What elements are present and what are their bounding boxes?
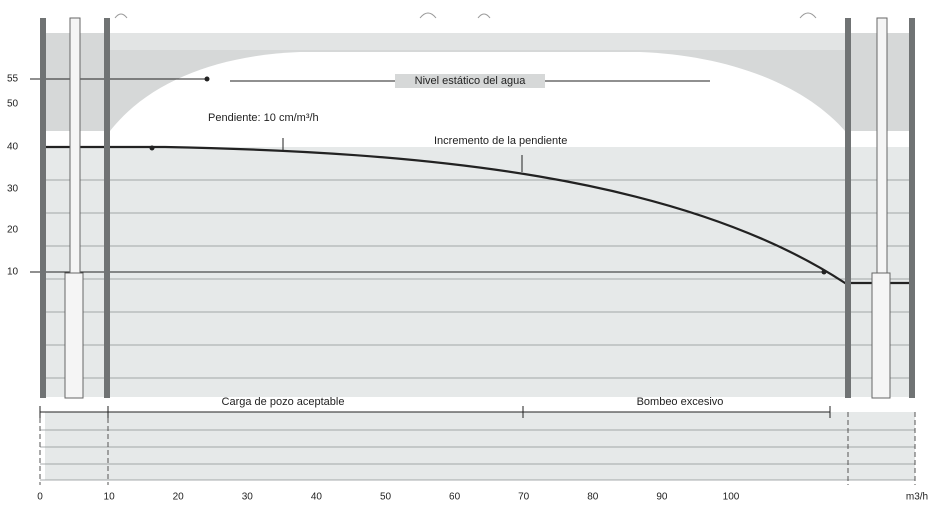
x-label: 100	[723, 492, 740, 503]
casing	[40, 18, 46, 398]
x-label: 0	[37, 492, 43, 503]
x-unit: m3/h	[906, 492, 928, 503]
slope-label: Pendiente: 10 cm/m³/h	[208, 112, 319, 124]
x-label: 50	[380, 492, 392, 503]
dot	[205, 77, 210, 82]
x-label: 30	[242, 492, 254, 503]
x-label: 80	[587, 492, 599, 503]
x-label: 10	[104, 492, 116, 503]
grass	[115, 13, 816, 18]
y-label: 55	[7, 74, 19, 85]
y-label: 40	[7, 142, 19, 153]
diagram: Nivel estático del agua Pendiente: 10 cm…	[0, 0, 933, 509]
slope-increase-label: Incremento de la pendiente	[434, 135, 567, 147]
ground-top	[110, 33, 845, 50]
scale-band	[45, 412, 915, 480]
x-label: 20	[173, 492, 185, 503]
casing	[909, 18, 915, 398]
casing	[845, 18, 851, 398]
zone-label: Carga de pozo aceptable	[222, 396, 345, 408]
x-label: 70	[518, 492, 530, 503]
static-level-label: Nivel estático del agua	[415, 75, 527, 87]
zone-label: Bombeo excesivo	[637, 396, 724, 408]
casing	[104, 18, 110, 398]
x-label: 60	[449, 492, 461, 503]
y-label: 50	[7, 99, 19, 110]
y-label: 10	[7, 267, 19, 278]
y-label: 30	[7, 184, 19, 195]
x-label: 90	[656, 492, 668, 503]
y-label: 20	[7, 225, 19, 236]
x-label: 40	[311, 492, 323, 503]
